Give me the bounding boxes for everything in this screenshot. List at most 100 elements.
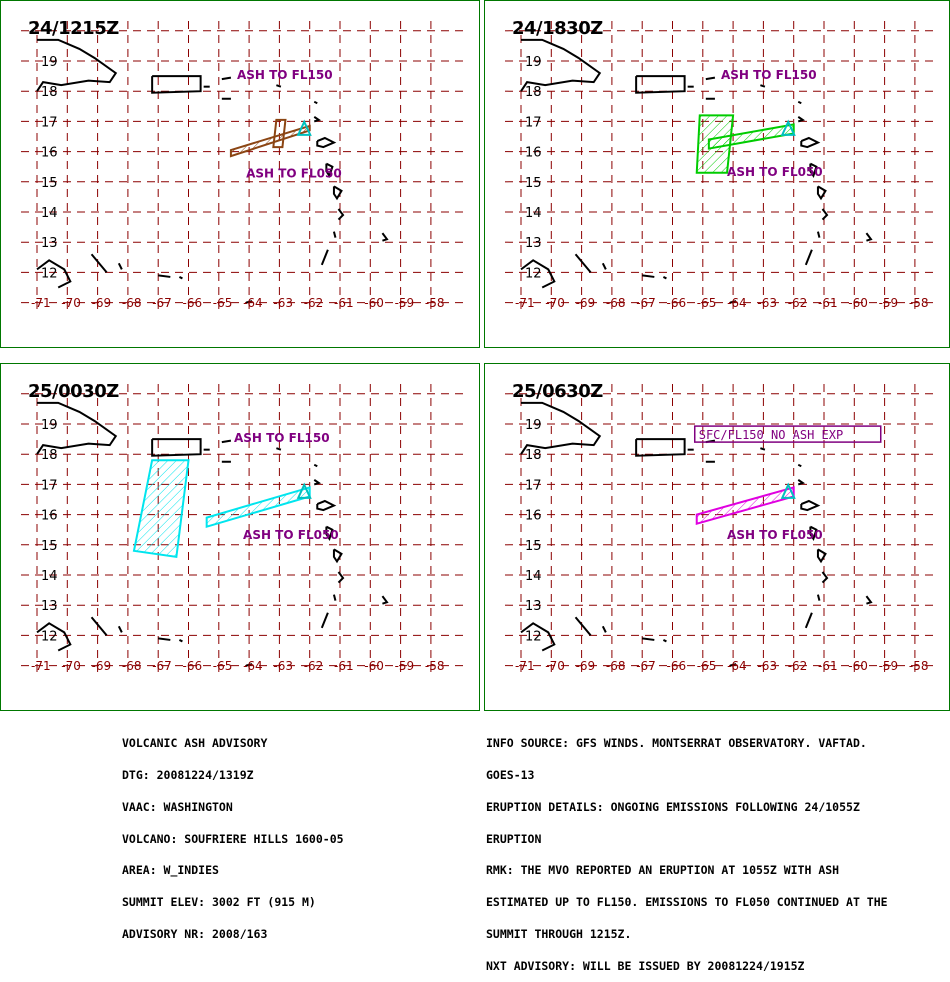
lat-tick-label: 18 [41,85,58,100]
ash-areas [695,114,795,174]
lat-tick-label: 17 [41,115,58,130]
coastlines [520,38,873,304]
lat-tick-label: 15 [41,176,58,191]
lat-tick-label: 19 [41,55,58,70]
coastline [381,595,389,605]
coastline [313,116,322,123]
panel-timestamp: 25/0630Z [512,381,603,402]
advisory-line: INFO SOURCE: GFS WINDS. MONTSERRAT OBSER… [486,736,867,751]
coastline [635,75,686,94]
coastline [797,463,802,468]
lon-tick-label: -58 [425,296,445,310]
lon-tick-label: -60 [364,296,384,310]
coastline [36,401,118,455]
coastline [337,208,345,221]
advisory-line: ERUPTION [486,831,542,846]
lat-tick-label: 15 [525,176,542,191]
lon-tick-label: -59 [879,296,899,310]
ash-areas [695,486,795,525]
coastline [662,276,667,280]
coastlines [36,38,389,304]
coastline [178,639,183,643]
graticule [21,21,467,311]
ash-polygon [695,486,795,525]
lon-tick-label: -65 [213,659,233,673]
lon-tick-label: -58 [425,659,445,673]
lat-tick-label: 18 [525,448,542,463]
coastline [381,232,389,242]
coastline [320,612,329,629]
lon-tick-label: -66 [183,296,203,310]
coastline [804,249,813,266]
advisory-line: RMK: THE MVO REPORTED AN ERUPTION AT 105… [486,863,840,878]
volcano-icon [296,482,312,499]
lon-tick-label: -59 [395,659,415,673]
lat-tick-label: 18 [41,448,58,463]
lon-tick-label: -69 [92,659,112,673]
coastline [313,479,322,486]
lon-tick-label: -68 [122,659,142,673]
axis-ticks: 19 18 17 16 15 14 13 12 -71 -70 -69 -68 -67 -66 -65 -64… [515,55,929,310]
advisory-line: GOES-13 [486,767,535,782]
coastline [151,438,202,457]
lon-tick-label: -66 [667,659,687,673]
ash-polygon [132,459,190,559]
lon-tick-label: -65 [697,659,717,673]
lon-tick-label: -66 [183,659,203,673]
lon-tick-label: -58 [909,296,929,310]
coastline [865,232,873,242]
lon-tick-label: -61 [334,659,354,673]
coastline [816,594,821,601]
lon-tick-label: -63 [757,296,777,310]
lat-tick-label: 12 [525,266,542,281]
lon-tick-label: -70 [545,659,565,673]
graticule [21,384,467,674]
lon-tick-label: -65 [213,296,233,310]
coastline [221,439,232,444]
ash-level-label: ASH TO FL050 [727,528,823,542]
lon-tick-label: -59 [879,659,899,673]
ash-level-label: ASH TO FL050 [727,165,823,179]
volcano-icon [296,119,312,136]
lon-tick-label: -62 [304,296,324,310]
lon-tick-label: -71 [31,659,51,673]
lon-tick-label: -69 [576,659,596,673]
coastline [36,38,118,92]
coastline [662,639,667,643]
advisory-line: ADVISORY NR: 2008/163 [122,926,268,941]
coastline [316,136,337,149]
lon-tick-label: -65 [697,296,717,310]
lon-tick-label: -63 [273,659,293,673]
coastline [520,401,602,455]
lon-tick-label: -71 [515,659,535,673]
advisory-line: NXT ADVISORY: WILL BE ISSUED BY 20081224… [486,958,805,973]
graticule [505,384,937,674]
coastline [316,499,337,512]
lat-tick-label: 17 [525,115,542,130]
lat-tick-label: 16 [525,146,542,161]
map-canvas: 19 18 17 16 15 14 13 12 -71 -70 -69 -68 -67 -66 -65 -64… [21,384,467,674]
lat-tick-label: 16 [525,509,542,524]
coastline [797,100,802,105]
lat-tick-label: 14 [525,569,542,584]
lat-tick-label: 17 [41,478,58,493]
coastline [642,274,655,278]
coastline [760,447,766,451]
coastline [809,162,818,179]
lon-tick-label: -66 [667,296,687,310]
coastline [221,76,232,81]
coastline [601,625,607,633]
advisory-line: AREA: W_INDIES [122,863,219,878]
coastline [117,625,123,633]
coastline [821,208,829,221]
map-panel-2: 19 18 17 16 15 14 13 12 -71 -70 -69 -68 -67 -66 -65 -64… [484,0,950,348]
coastline [320,249,329,266]
coastline [635,438,686,457]
advisory-line: SUMMIT ELEV: 3002 FT (915 M) [122,895,316,910]
lon-tick-label: -58 [909,659,929,673]
coastline [800,499,821,512]
lon-tick-label: -59 [395,296,415,310]
ash-level-label: ASH TO FL050 [243,528,339,542]
ash-polygon [205,486,311,529]
coastline [245,300,253,304]
